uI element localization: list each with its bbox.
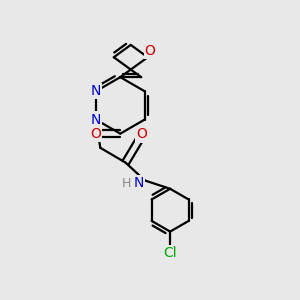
Text: N: N (91, 84, 101, 98)
Text: O: O (90, 127, 101, 141)
Text: Cl: Cl (163, 246, 177, 260)
Text: N: N (133, 176, 143, 190)
Text: O: O (136, 128, 147, 141)
Text: H: H (122, 177, 131, 190)
Text: N: N (91, 112, 101, 127)
Text: O: O (145, 44, 155, 58)
